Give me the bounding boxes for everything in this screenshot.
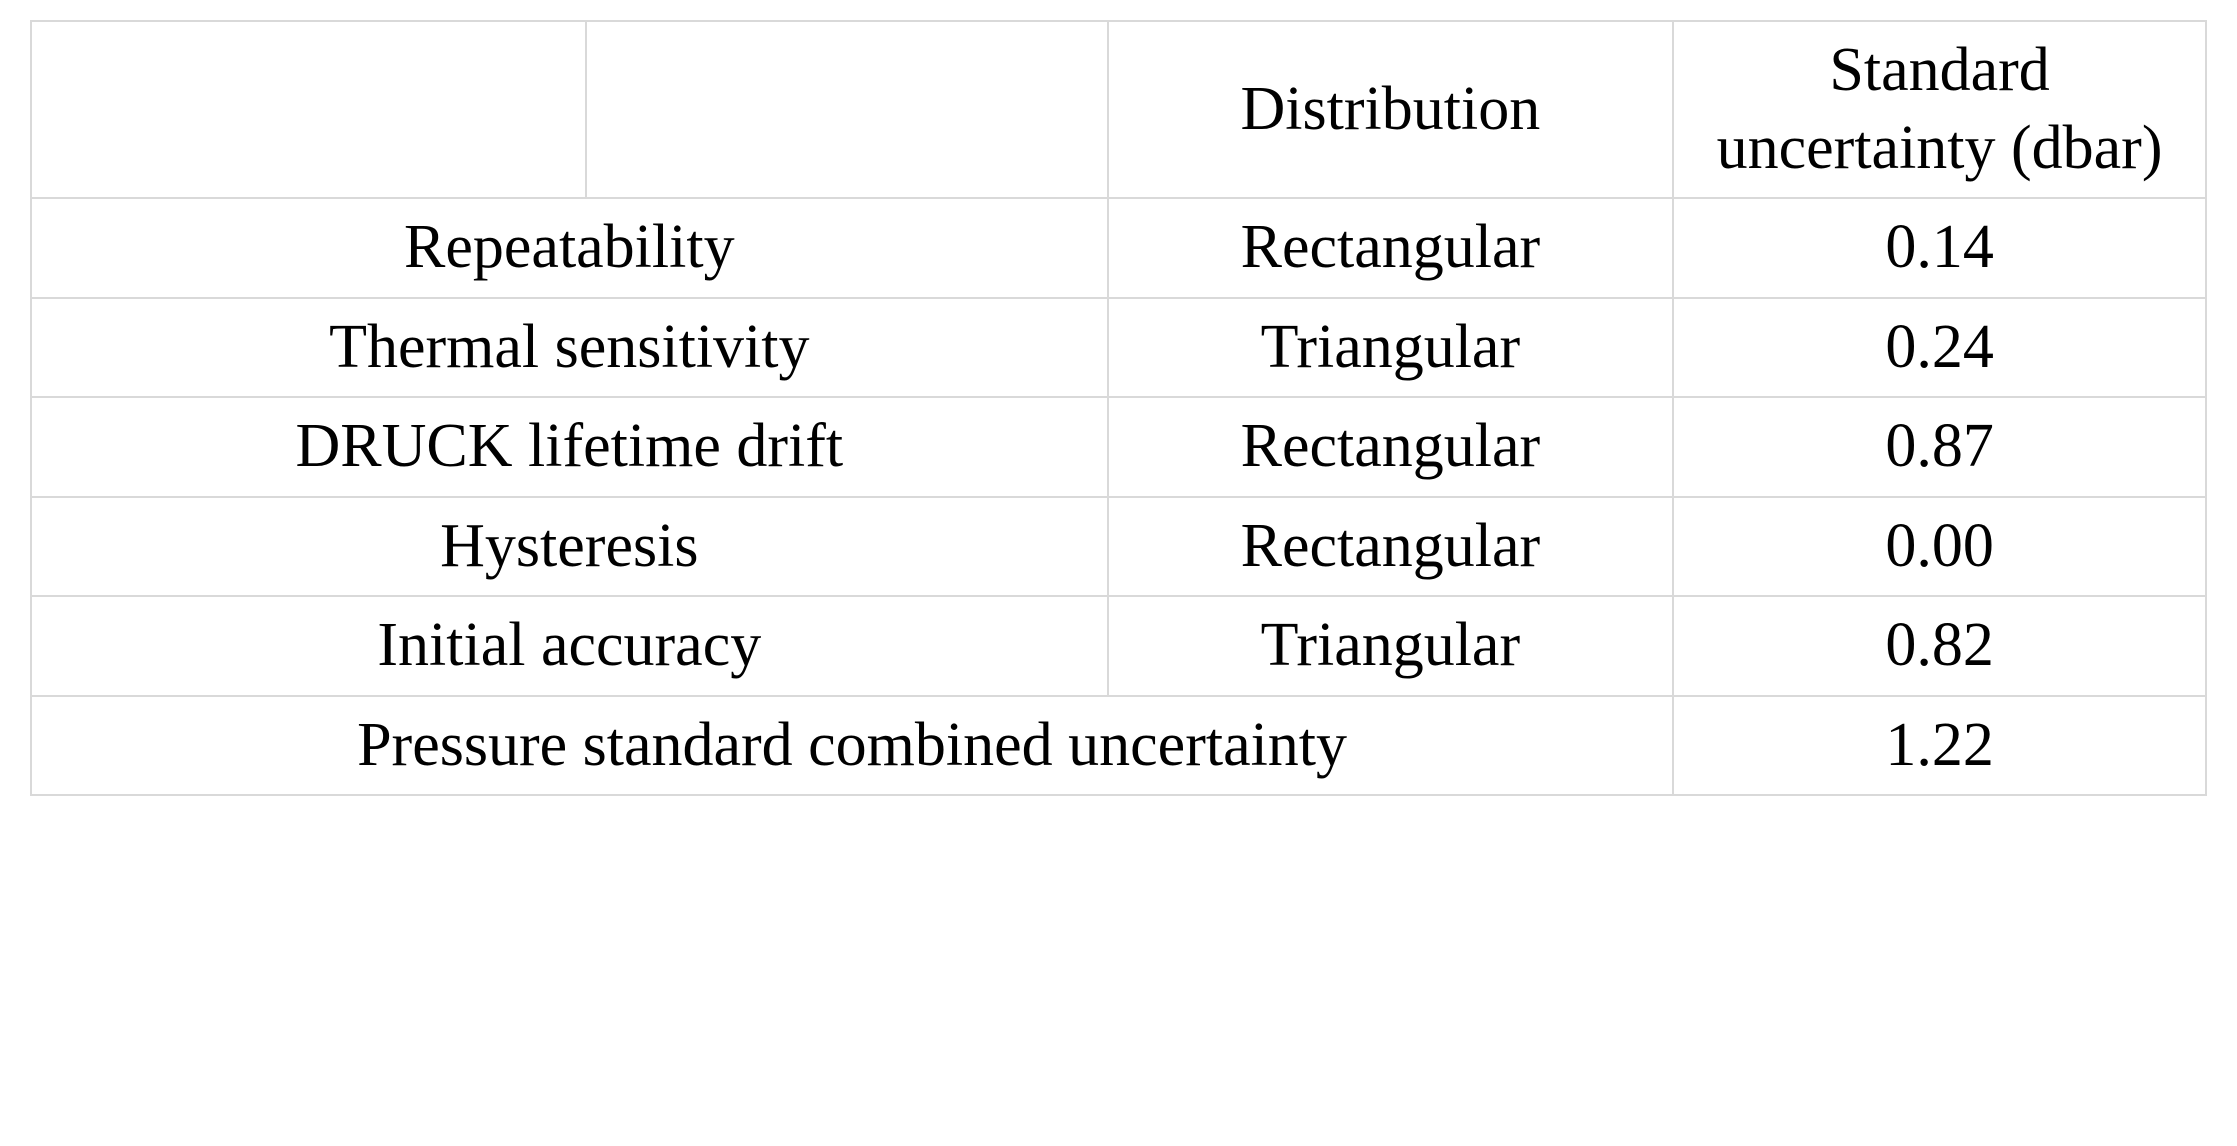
- header-distribution: Distribution: [1108, 21, 1674, 198]
- table-footer-row: Pressure standard combined uncertainty 1…: [31, 696, 2206, 796]
- table-row: Repeatability Rectangular 0.14: [31, 198, 2206, 298]
- header-std-uncertainty: Standard uncertainty (dbar): [1673, 21, 2206, 198]
- row-distribution: Triangular: [1108, 298, 1674, 398]
- row-label: DRUCK lifetime drift: [31, 397, 1108, 497]
- table-row: Thermal sensitivity Triangular 0.24: [31, 298, 2206, 398]
- table-row: Hysteresis Rectangular 0.00: [31, 497, 2206, 597]
- table-row: DRUCK lifetime drift Rectangular 0.87: [31, 397, 2206, 497]
- row-label: Repeatability: [31, 198, 1108, 298]
- header-blank-2: [586, 21, 1108, 198]
- header-blank-1: [31, 21, 586, 198]
- table-header-row: Distribution Standard uncertainty (dbar): [31, 21, 2206, 198]
- row-value: 0.14: [1673, 198, 2206, 298]
- table-row: Initial accuracy Triangular 0.82: [31, 596, 2206, 696]
- row-label: Initial accuracy: [31, 596, 1108, 696]
- row-label: Thermal sensitivity: [31, 298, 1108, 398]
- footer-label: Pressure standard combined uncertainty: [31, 696, 1673, 796]
- row-value: 0.87: [1673, 397, 2206, 497]
- row-distribution: Triangular: [1108, 596, 1674, 696]
- row-distribution: Rectangular: [1108, 397, 1674, 497]
- uncertainty-table: Distribution Standard uncertainty (dbar)…: [30, 20, 2207, 796]
- row-distribution: Rectangular: [1108, 198, 1674, 298]
- row-value: 0.24: [1673, 298, 2206, 398]
- row-label: Hysteresis: [31, 497, 1108, 597]
- row-value: 0.82: [1673, 596, 2206, 696]
- row-value: 0.00: [1673, 497, 2206, 597]
- row-distribution: Rectangular: [1108, 497, 1674, 597]
- footer-value: 1.22: [1673, 696, 2206, 796]
